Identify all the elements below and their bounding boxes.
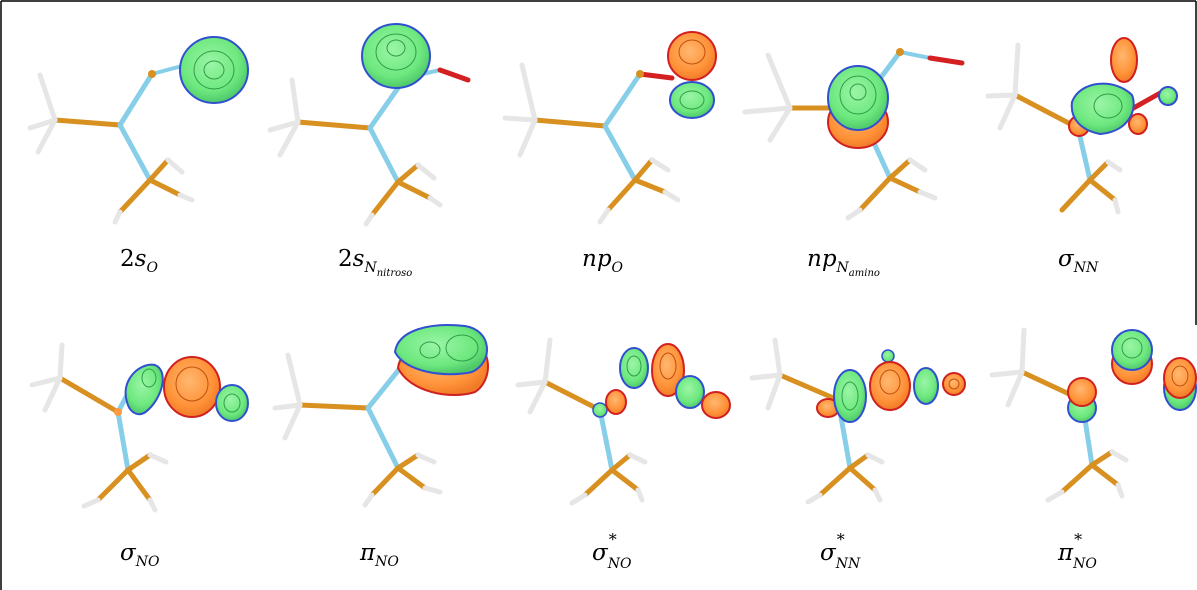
- molecule-pi-star-no: [989, 327, 1197, 503]
- label-sigma-star-nn: σ * NN: [820, 530, 861, 572]
- label-sigma-nn: σNN: [1058, 246, 1099, 276]
- label-2s-n-nitroso: 2sNnitroso: [338, 246, 413, 279]
- label-np-o: npO: [582, 246, 624, 276]
- label-sigma-star-no: σ * NO: [592, 530, 632, 572]
- molecule-pi-no: [272, 324, 489, 508]
- label-2s-o: 2sO: [120, 246, 158, 276]
- molecule-sigma-star-no: [515, 337, 731, 506]
- label-pi-star-no: π * NO: [1058, 530, 1097, 572]
- molecule-np-n-amino: [742, 48, 965, 221]
- molecule-sigma-star-nn: [749, 337, 966, 505]
- label-sigma-no: σNO: [120, 540, 160, 570]
- molecule-sigma-nn: [985, 37, 1178, 215]
- label-np-n-amino: npNamino: [807, 246, 880, 279]
- molecule-np-o: [502, 31, 717, 225]
- molecule-sigma-no: [29, 342, 249, 513]
- molecule-2s-n-nitroso: [267, 23, 471, 227]
- molecule-2s-o: [27, 36, 249, 225]
- label-pi-no: πNO: [360, 540, 399, 570]
